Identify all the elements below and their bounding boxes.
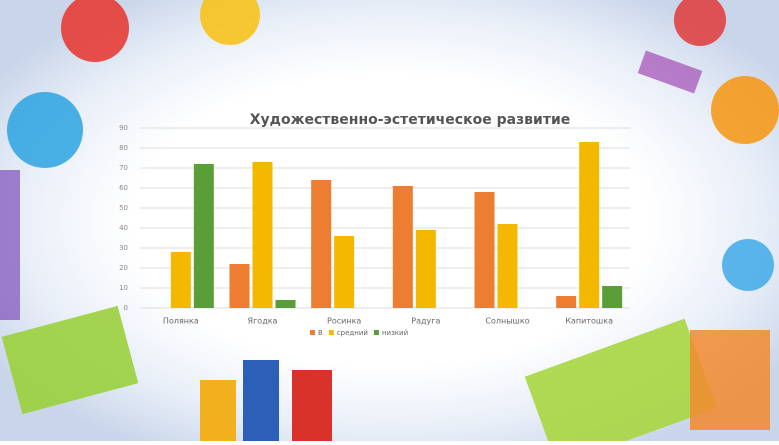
y-tick-label: 80 (119, 144, 128, 152)
bar (275, 300, 296, 308)
legend-label: средний (337, 329, 368, 337)
bar (556, 296, 577, 308)
x-tick-label: Росинка (327, 317, 361, 326)
x-tick-label: Солнышко (485, 317, 529, 326)
chart-title: Художественно-эстетическое развитие (250, 112, 571, 128)
legend-swatch (310, 330, 315, 335)
bar (252, 162, 273, 308)
bar (415, 230, 436, 308)
y-tick-label: 70 (119, 164, 128, 172)
y-tick-label: 20 (119, 264, 128, 272)
bar (193, 164, 214, 308)
bar (229, 264, 250, 308)
legend-swatch (328, 330, 334, 335)
y-tick-label: 0 (124, 304, 128, 312)
bar (170, 252, 191, 308)
legend-label: В (318, 329, 323, 337)
bar (392, 186, 413, 308)
bar (579, 142, 600, 308)
bar (602, 286, 623, 308)
y-tick-label: 30 (119, 244, 128, 252)
x-tick-label: Радуга (411, 317, 440, 326)
bar (474, 192, 495, 308)
x-tick-label: Полянка (163, 317, 199, 326)
bar (334, 236, 355, 308)
y-tick-label: 90 (119, 124, 128, 132)
legend-swatch (373, 330, 379, 335)
y-tick-label: 40 (119, 224, 128, 232)
bar (311, 180, 332, 308)
bar (497, 224, 518, 308)
y-tick-label: 60 (119, 184, 128, 192)
y-tick-label: 50 (119, 204, 128, 212)
legend-label: низкий (382, 329, 408, 337)
x-tick-label: Ягодка (248, 317, 278, 326)
x-tick-label: Капитошка (565, 317, 613, 326)
y-tick-label: 10 (119, 284, 128, 292)
